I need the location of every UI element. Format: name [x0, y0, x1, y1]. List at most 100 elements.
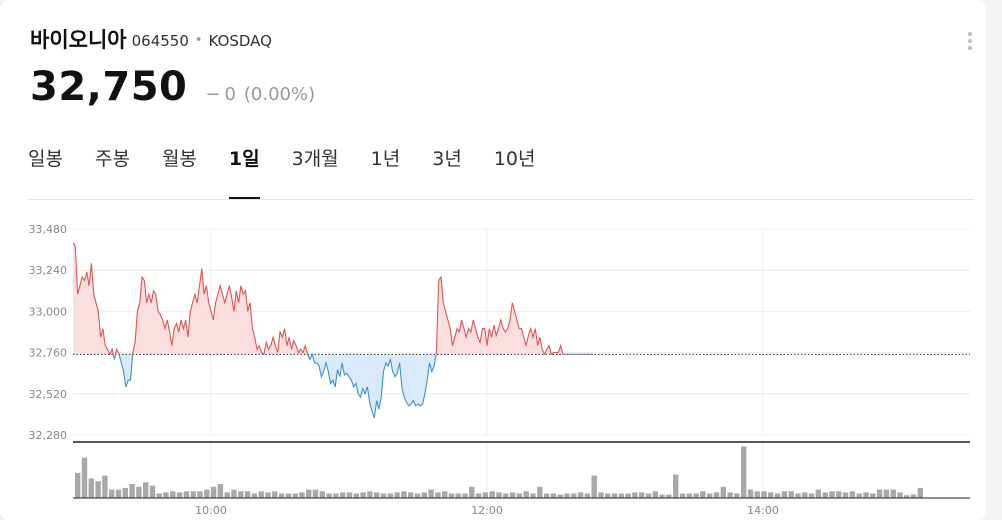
volume-bar: [190, 491, 196, 498]
volume-bar: [788, 491, 794, 498]
volume-bar: [149, 485, 156, 498]
volume-bar: [367, 491, 373, 498]
volume-bar: [353, 493, 359, 498]
stock-code: 064550: [131, 31, 189, 50]
volume-bar: [802, 492, 808, 498]
volume-bar: [550, 493, 557, 498]
y-tick-label: 33,480: [29, 223, 68, 236]
volume-bar: [176, 492, 183, 498]
price-change-percent: (0.00%): [243, 84, 316, 105]
volume-bar: [109, 489, 115, 498]
volume-bar: [543, 493, 550, 498]
volume-bar: [727, 492, 733, 498]
area-down: [113, 354, 437, 418]
volume-bar: [774, 493, 781, 498]
volume-bar: [700, 491, 706, 498]
volume-bar: [326, 493, 332, 498]
volume-bar: [904, 495, 910, 498]
volume-bar: [754, 491, 760, 498]
tab-weekly[interactable]: 주봉: [94, 148, 130, 170]
volume-bar: [251, 493, 258, 498]
y-tick-label: 33,000: [29, 305, 68, 318]
y-tick-label: 32,520: [29, 388, 68, 401]
volume-bar: [414, 493, 421, 498]
volume-bar: [333, 493, 339, 498]
volume-bar: [163, 492, 169, 498]
x-tick-label: 14:00: [747, 504, 779, 515]
volume-bar: [598, 492, 604, 498]
volume-bar: [374, 492, 380, 498]
x-tick-label: 12:00: [471, 504, 503, 515]
volume-bar: [75, 472, 81, 498]
volume-bar: [346, 492, 353, 498]
volume-bar: [95, 481, 101, 498]
tab-monthly[interactable]: 월봉: [161, 148, 197, 170]
volume-bar: [380, 493, 387, 498]
volume-bar: [537, 486, 543, 498]
volume-bar: [278, 493, 285, 498]
volume-bar: [652, 491, 658, 498]
tab-1year[interactable]: 1년: [370, 148, 401, 170]
volume-bar: [258, 491, 264, 498]
volume-bar: [523, 491, 529, 498]
volume-bar: [265, 492, 271, 498]
volume-bar: [707, 493, 713, 498]
volume-bar: [645, 493, 652, 498]
volume-bar: [394, 492, 400, 498]
volume-bar: [204, 489, 210, 498]
volume-bar: [815, 489, 822, 498]
volume-bar: [462, 493, 468, 498]
volume-bar: [360, 492, 366, 498]
volume-bar: [387, 493, 393, 498]
volume-bar: [863, 492, 869, 498]
volume-bar: [679, 493, 686, 498]
tab-3month[interactable]: 3개월: [291, 148, 339, 170]
volume-bar: [897, 492, 903, 498]
volume-bar: [312, 489, 319, 498]
volume-bar: [421, 492, 427, 498]
tab-divider: [28, 199, 974, 200]
volume-bar: [129, 484, 135, 498]
volume-bar: [469, 486, 475, 498]
current-price: 32,750: [30, 64, 188, 110]
change-sign: −: [205, 84, 221, 105]
volume-bar: [428, 489, 434, 498]
price-line-up: [73, 242, 593, 355]
tab-3year[interactable]: 3년: [432, 148, 462, 170]
volume-bar: [557, 494, 563, 498]
volume-bar: [761, 491, 767, 498]
volume-bar: [917, 487, 923, 498]
volume-bar: [401, 491, 407, 498]
volume-bar: [299, 492, 305, 498]
volume-bar: [591, 475, 597, 498]
volume-bar: [632, 492, 638, 498]
volume-bar: [639, 492, 645, 498]
tab-10year[interactable]: 10년: [493, 148, 536, 170]
tab-daily[interactable]: 일봉: [28, 148, 63, 170]
tab-1day[interactable]: 1일: [228, 144, 260, 199]
volume-bar: [605, 493, 611, 498]
volume-bar: [890, 489, 896, 498]
intraday-chart[interactable]: 33,480 33,240 33,000 32,760 32,520 32,280 10:0…: [0, 215, 986, 515]
more-options-icon[interactable]: [963, 30, 977, 50]
volume-bar: [143, 482, 149, 498]
volume-bar: [876, 489, 883, 498]
volume-bar: [829, 491, 835, 498]
volume-bar: [910, 494, 917, 498]
volume-bar: [530, 493, 536, 498]
area-up: [73, 242, 593, 355]
y-tick-label: 32,760: [29, 347, 68, 360]
volume-bar: [781, 491, 788, 498]
volume-bar: [795, 493, 801, 498]
volume-bar: [870, 493, 876, 498]
volume-bar: [503, 493, 509, 498]
volume-bar: [455, 493, 461, 498]
volume-bar: [625, 493, 631, 498]
volume-bar: [319, 491, 325, 498]
volume-bar: [720, 486, 726, 498]
volume-bar: [713, 492, 720, 498]
stock-name[interactable]: 바이오니아: [30, 28, 127, 52]
volume-bar: [482, 492, 489, 498]
volume-bar: [734, 493, 740, 498]
